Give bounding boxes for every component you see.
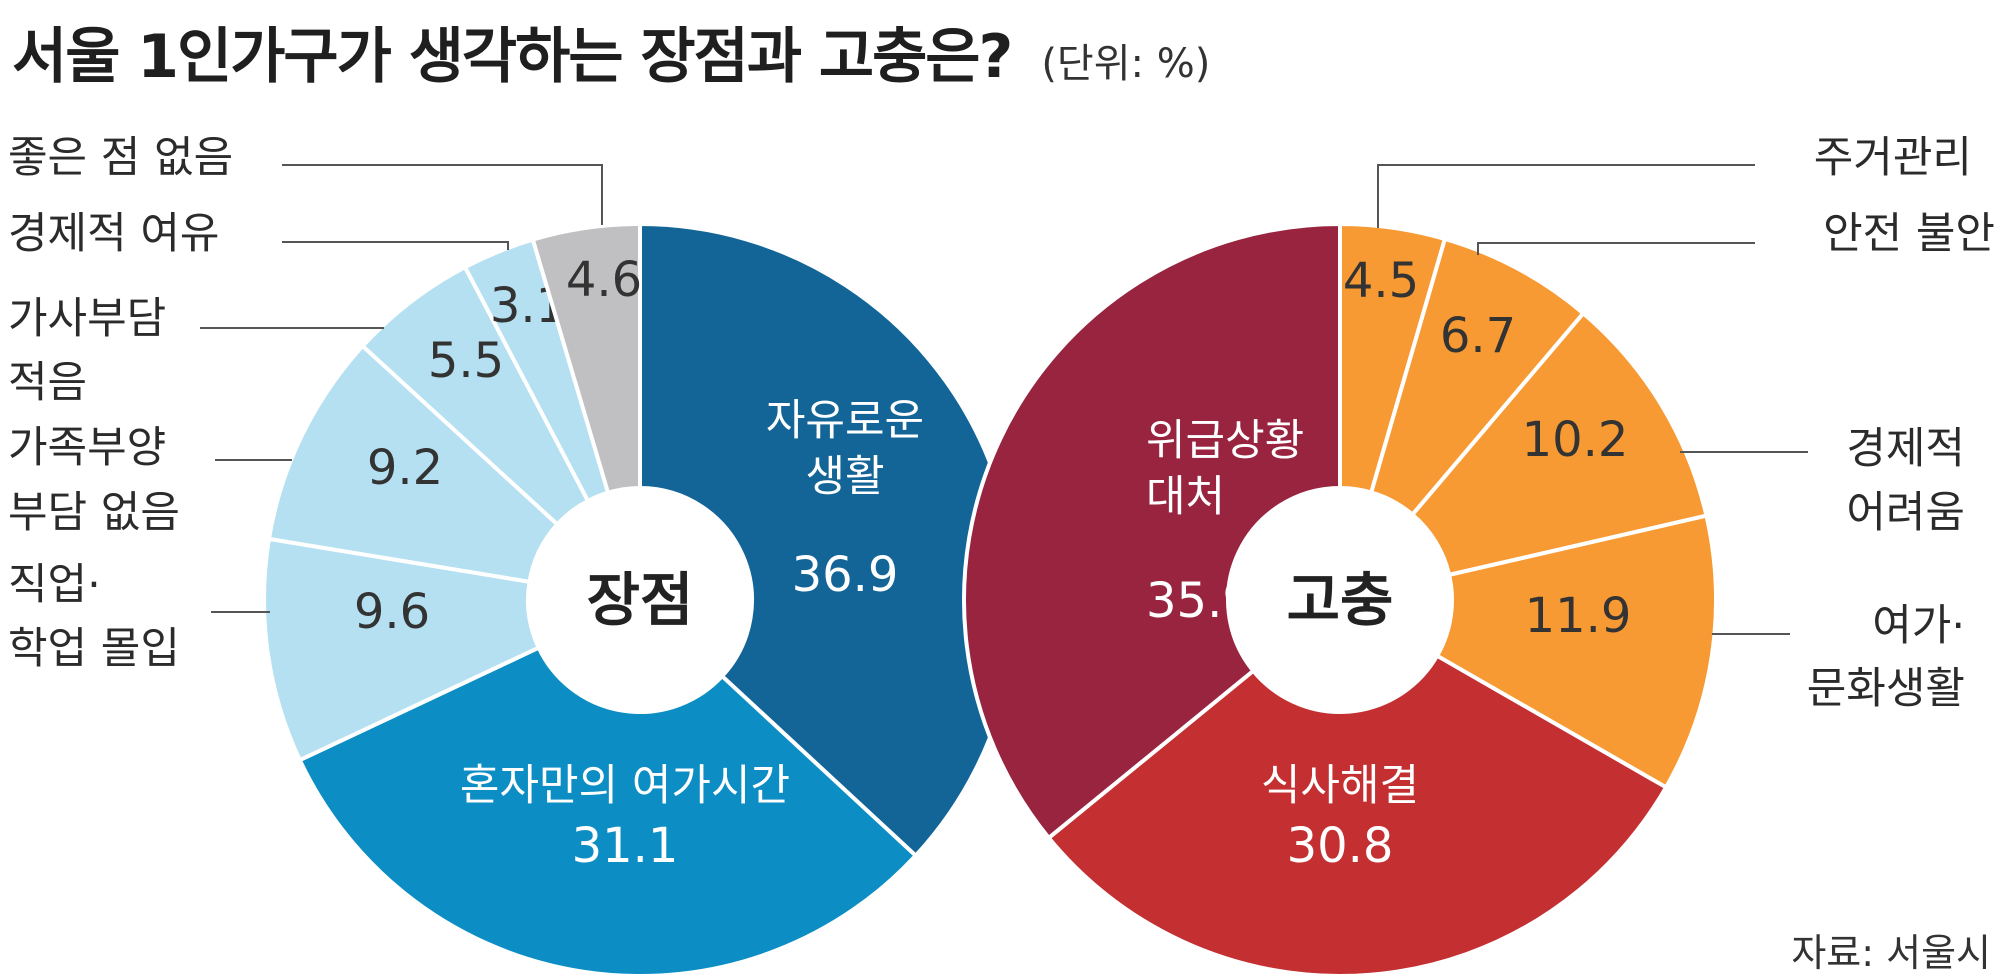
pie1-slice-0-leader [1377,164,1755,228]
chart-title: 서울 1인가구가 생각하는 장점과 고충은? (단위: %) [12,8,1210,95]
pie1-slice-2-value: 10.2 [1522,412,1629,468]
pie0-slice-4-label-line-0: 가사부담 [8,294,166,344]
pie1-center-hole [1228,488,1452,712]
pie1-slice-1-leader [1477,242,1755,255]
pie0-slice-2-label-line-0: 직업· [8,560,101,610]
pie0-slice-6-value: 4.6 [566,252,642,308]
pie0-slice-0-value: 36.9 [792,547,899,603]
pie1-slice-0-label-line-0: 주거관리 [1814,133,1972,183]
source-note: 자료: 서울시 [1791,931,1991,975]
pie0-slice-3-label-line-0: 가족부양 [8,423,166,473]
pie1-slice-3-label-line-1: 문화생활 [1807,664,1965,714]
pie1-slice-1-label-line-0: 안전 불안 [1823,209,1995,259]
pie0-center-hole [528,488,752,712]
pie0-center-label: 장점 [587,566,694,634]
pie0-slice-2-label-line-1: 학업 몰입 [8,624,180,674]
pie1-slice-5-label: 위급상황 대처 [1146,416,1304,522]
pie1-slice-3-value: 11.9 [1525,588,1632,644]
pie1-slice-2-label-line-0: 경제적 [1846,424,1965,474]
pie1-center-label: 고충 [1287,566,1394,634]
pie1-slice-2 [1409,310,1709,578]
unit-label: (단위: %) [1041,41,1211,87]
pie0-slice-0-label: 자유로운 생활 [766,396,924,502]
pie1-slice-4-label: 식사해결 [1261,761,1419,811]
pie1-slice-0-value: 4.5 [1343,253,1419,309]
pie0-slice-6-leader [282,164,603,225]
pie0-slice-6-label-line-0: 좋은 점 없음 [8,133,233,183]
pie0-slice-3-value: 9.2 [367,440,443,496]
pie0-slice-2-value: 9.6 [354,584,430,640]
pie0-slice-1-label: 혼자만의 여가시간 [460,761,790,811]
title-text: 서울 1인가구가 생각하는 장점과 고충은? [12,22,1013,92]
pie0-slice-4-label-line-1: 적음 [8,358,87,408]
pie0-slice-5-label-line-0: 경제적 여유 [8,209,219,259]
pie1-slice-2-label-line-1: 어려움 [1846,488,1965,538]
pie0-slice-1-value: 31.1 [572,818,679,874]
pie0-slice-3-label-line-1: 부담 없음 [8,488,180,538]
pie1-slice-3-label-line-0: 여가· [1872,601,1965,651]
pie1-slice-1-value: 6.7 [1440,308,1516,364]
pie1-slice-4-value: 30.8 [1287,818,1394,874]
merits-donut: 자유로운 생활 36.9 혼자만의 여가시간 31.1 9.6 직업· 학업 몰입 9.2 가족부… [8,133,1018,976]
pie0-slice-4-value: 5.5 [428,333,504,389]
pie0-slice-5-leader [282,241,509,250]
